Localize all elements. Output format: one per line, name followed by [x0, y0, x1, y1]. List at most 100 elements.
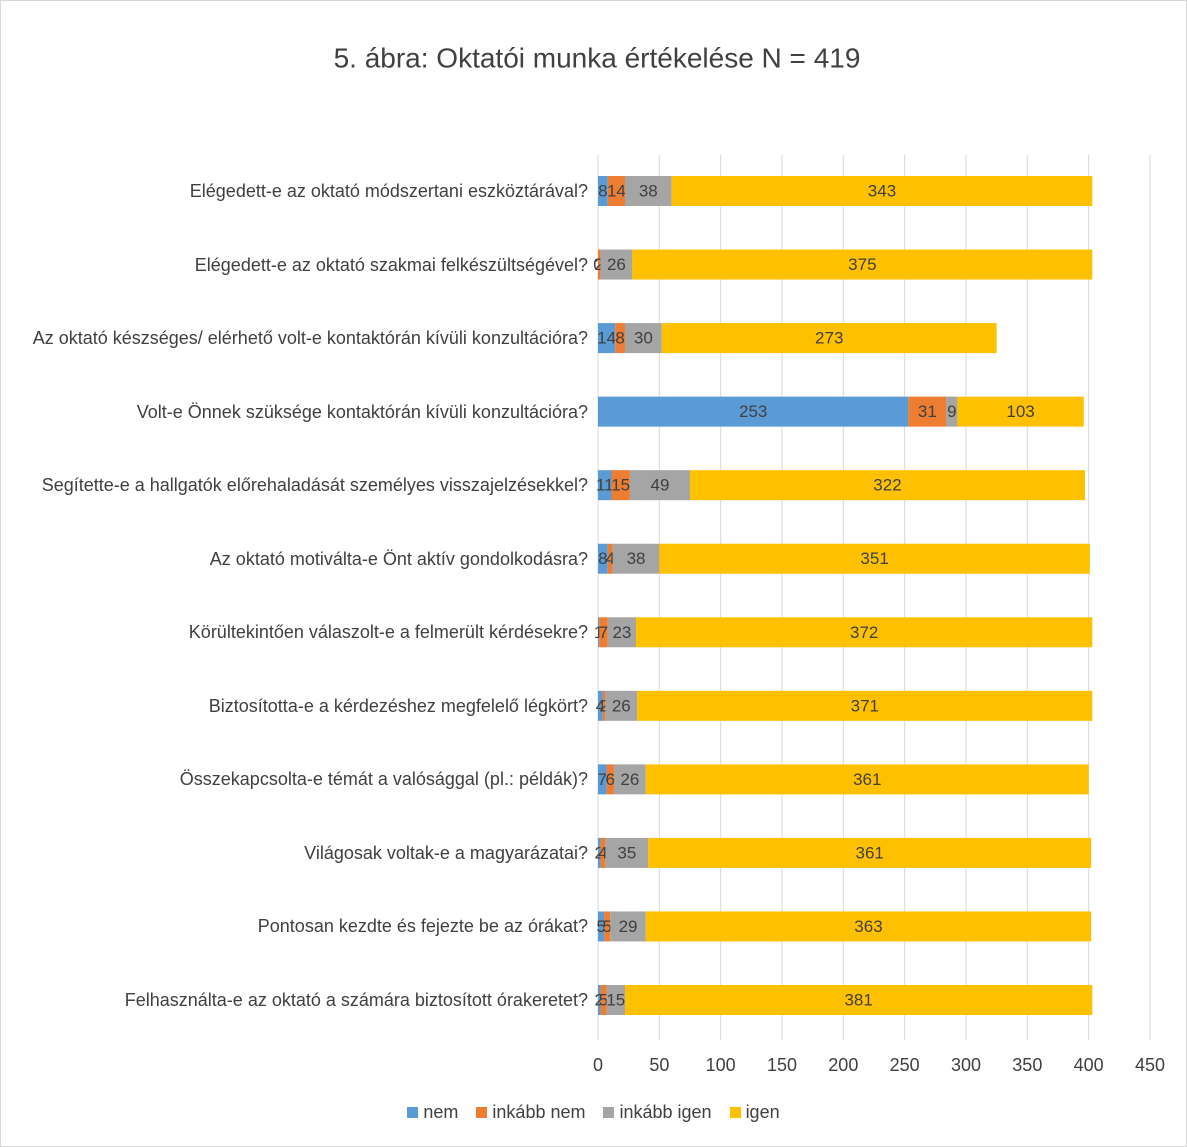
y-tick-label: Az oktató motiválta-e Önt aktív gondolko… [209, 548, 588, 569]
bar-segment [606, 985, 625, 1015]
data-label: 361 [853, 770, 881, 789]
data-label: 7 [599, 623, 608, 642]
bar-segment [598, 764, 607, 795]
bar-segment [645, 911, 1092, 942]
y-tick-label: Volt-e Önnek szüksége kontaktórán kívüli… [136, 401, 588, 422]
bar-segment [598, 176, 608, 206]
bar-segment [615, 323, 625, 354]
bar-segment [604, 911, 611, 942]
bar-segment [598, 249, 601, 280]
bar-segment [598, 396, 909, 427]
bar-segment [611, 470, 630, 501]
bar-segment [598, 837, 601, 868]
bar-segment [600, 249, 633, 280]
bar-segment [598, 543, 608, 574]
bar-segment [605, 837, 649, 868]
bar-segment [632, 249, 1093, 280]
data-label: 4 [606, 549, 615, 568]
data-label: 363 [854, 917, 882, 936]
legend-item: inkább igen [603, 1102, 712, 1123]
bar-segment [598, 617, 600, 648]
bar-segment [908, 396, 947, 427]
x-tick-label: 400 [1074, 1055, 1104, 1075]
bar-segment [624, 176, 672, 206]
legend-item: nem [407, 1102, 458, 1123]
data-label: 4 [598, 843, 607, 862]
data-label: 2 [594, 255, 603, 274]
legend-swatch [407, 1107, 419, 1118]
data-label: 351 [860, 549, 888, 568]
data-label: 26 [620, 770, 639, 789]
data-label: 2 [594, 990, 603, 1009]
legend-label: nem [423, 1102, 459, 1122]
bar-segment [599, 617, 608, 648]
category-label-box: Az oktató motiválta-e Önt aktív gondolko… [8, 529, 588, 589]
data-label: 8 [598, 549, 607, 568]
category-label-box: Az oktató készséges/ elérhető volt-e kon… [8, 308, 588, 368]
bar-segment [636, 617, 1093, 648]
data-label: 375 [848, 255, 876, 274]
data-label: 8 [598, 181, 607, 200]
bar-segment [957, 396, 1084, 427]
bar-segment [607, 176, 625, 206]
category-label-box: Pontosan kezdte és fejezte be az órákat? [8, 896, 588, 956]
y-tick-label: Felhasználta-e az oktató a számára bizto… [124, 990, 588, 1010]
data-label: 1 [594, 623, 603, 642]
data-label: 253 [739, 402, 767, 421]
category-label-box: Elégedett-e az oktató szakmai felkészült… [8, 235, 588, 295]
y-tick-label: Segítette-e a hallgatók előrehaladását s… [41, 475, 588, 496]
x-tick-label: 250 [890, 1055, 920, 1075]
data-label: 5 [596, 917, 605, 936]
data-label: 15 [606, 990, 625, 1009]
data-label: 322 [873, 476, 901, 495]
x-tick-label: 300 [951, 1055, 981, 1075]
legend-label: inkább igen [619, 1102, 712, 1122]
data-label: 49 [650, 476, 669, 495]
data-label: 29 [619, 917, 638, 936]
legend: nem inkább nem inkább igen igen [0, 1102, 1187, 1123]
legend-item: igen [729, 1102, 780, 1123]
data-label: 30 [634, 329, 653, 348]
y-tick-label: Összekapcsolta-e témát a valósággal (pl.… [179, 769, 588, 790]
bar-segment [607, 617, 637, 648]
data-label: 35 [617, 843, 636, 862]
data-label: 14 [597, 329, 616, 348]
bar-segment [624, 985, 1093, 1015]
category-label-box: Segítette-e a hallgatók előrehaladását s… [8, 455, 588, 515]
bar-segment [600, 837, 606, 868]
bar-segment [606, 764, 614, 795]
data-label: 38 [639, 181, 658, 200]
y-tick-label: Elégedett-e az oktató szakmai felkészült… [194, 254, 588, 275]
x-tick-label: 350 [1012, 1055, 1042, 1075]
y-tick-label: Világosak voltak-e a magyarázatai? [304, 842, 588, 863]
data-label: 15 [611, 476, 630, 495]
category-label-box: Elégedett-e az oktató módszertani eszköz… [8, 161, 588, 221]
bar-segment [613, 764, 646, 795]
bar-segment [637, 690, 1093, 721]
data-label: 381 [844, 990, 872, 1009]
bar-segment [946, 396, 958, 427]
data-label: 5 [602, 917, 611, 936]
y-tick-label: Elégedett-e az oktató módszertani eszköz… [189, 181, 588, 201]
bar-segment [659, 543, 1090, 574]
legend-swatch [729, 1107, 741, 1118]
data-label: 23 [612, 623, 631, 642]
bar-segment [645, 764, 1089, 795]
category-label-box: Felhasználta-e az oktató a számára bizto… [8, 970, 588, 1030]
category-label-box: Volt-e Önnek szüksége kontaktórán kívüli… [8, 382, 588, 442]
bar-segment [629, 470, 690, 501]
bar-segment [607, 543, 613, 574]
bar-segment [605, 690, 638, 721]
legend-swatch [476, 1107, 488, 1118]
data-label: 2 [594, 843, 603, 862]
bar-segment [690, 470, 1085, 501]
bar-segment [602, 690, 606, 721]
data-label: 372 [850, 623, 878, 642]
y-tick-label: Biztosította-e a kérdezéshez megfelelő l… [208, 695, 588, 716]
data-label: 8 [615, 329, 624, 348]
bar-segment [598, 470, 612, 501]
x-tick-label: 0 [593, 1055, 603, 1075]
data-label: 361 [856, 843, 884, 862]
data-label: 371 [851, 696, 879, 715]
